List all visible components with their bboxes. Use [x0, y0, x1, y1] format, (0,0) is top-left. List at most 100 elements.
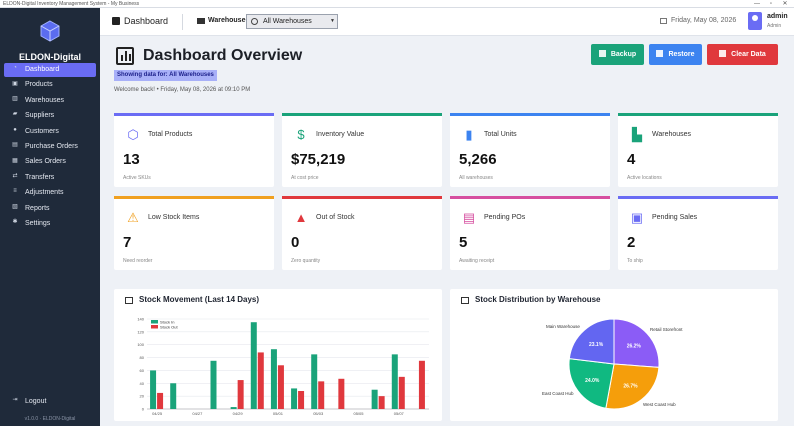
stock-out-bar: [298, 391, 305, 409]
maximize-button[interactable]: ▫: [769, 1, 773, 7]
sidebar-item-adjustments[interactable]: ≡ Adjustments: [4, 186, 96, 200]
card-value: 2: [627, 234, 636, 251]
sidebar-item-warehouses[interactable]: ▥ Warehouses: [4, 94, 96, 108]
stock-out-bar: [418, 360, 425, 409]
stock-in-bar: [291, 388, 298, 409]
warehouse-icon: ▥: [12, 95, 18, 102]
window-titlebar: ELDON-Digital Inventory Management Syste…: [0, 0, 794, 8]
card-accent-bar: [282, 196, 442, 199]
stock-in-bar: [270, 349, 277, 409]
warehouse-select[interactable]: All Warehouses ▼: [246, 14, 338, 29]
card-label: Pending POs: [484, 214, 526, 221]
card-subtitle: Need reorder: [123, 258, 153, 264]
card-subtitle: Active locations: [627, 175, 662, 181]
close-button[interactable]: ✕: [782, 1, 788, 7]
stock-in-bar: [391, 354, 398, 409]
card-value: $75,219: [291, 151, 346, 168]
stat-card-total-units: ▮ Total Units 5,266 All warehouses: [450, 113, 610, 187]
bar-chart-icon: ▮: [465, 127, 473, 142]
top-header: Dashboard Warehouse: All Warehouses ▼ Fr…: [100, 8, 794, 36]
card-value: 0: [291, 234, 300, 251]
stat-card-inventory-value: $ Inventory Value $75,219 At cost price: [282, 113, 442, 187]
page-title: Dashboard Overview: [143, 47, 303, 64]
sidebar-item-transfers[interactable]: ⇄ Transfers: [4, 171, 96, 185]
minimize-button[interactable]: —: [754, 1, 760, 7]
backup-button[interactable]: Backup: [591, 44, 644, 65]
sidebar-item-purchase-orders[interactable]: ▤ Purchase Orders: [4, 140, 96, 154]
clear-data-label: Clear Data: [731, 51, 766, 58]
x-tick-label: 04/27: [192, 411, 203, 416]
pie-slice: [568, 318, 615, 365]
package-icon: ▣: [630, 210, 644, 225]
gear-icon: ✱: [12, 219, 18, 226]
chart-icon: [125, 297, 133, 304]
card-label: Total Units: [484, 131, 517, 138]
card-subtitle: Awaiting receipt: [459, 258, 495, 264]
transfer-icon: ⇄: [12, 172, 18, 179]
sidebar-item-products[interactable]: ▣ Products: [4, 78, 96, 92]
x-tick-label: 05/05: [353, 411, 364, 416]
card-subtitle: To ship: [627, 258, 643, 264]
logout-icon: ⇥: [12, 397, 18, 404]
sidebar-item-settings[interactable]: ✱ Settings: [4, 217, 96, 231]
y-tick-label: 20: [140, 394, 145, 399]
pie-slice: [605, 363, 660, 410]
header-date: Friday, May 08, 2026: [671, 17, 737, 24]
pie-percent-label: 24.0%: [585, 378, 600, 384]
restore-button[interactable]: Restore: [649, 44, 702, 65]
stat-card-pending-sales: ▣ Pending Sales 2 To ship: [618, 196, 778, 270]
y-tick-label: 120: [137, 329, 144, 334]
card-accent-bar: [282, 113, 442, 116]
card-label: Low Stock Items: [148, 214, 200, 221]
avatar[interactable]: [748, 12, 762, 30]
sidebar: ELDON-Digital ◔ Dashboard ▣ Products ▥ Wareho…: [0, 8, 100, 426]
warehouse-select-value: All Warehouses: [263, 18, 312, 25]
y-tick-label: 100: [137, 342, 144, 347]
header-divider: [182, 14, 183, 30]
sidebar-item-suppliers[interactable]: ▰ Suppliers: [4, 109, 96, 123]
warning-icon: ⚠: [127, 210, 139, 225]
chevron-down-icon: ▼: [330, 18, 335, 24]
sliders-icon: ≡: [13, 188, 17, 195]
stock-out-bar: [378, 396, 385, 409]
warehouse-label: Warehouse:: [208, 17, 248, 24]
sidebar-item-label: Warehouses: [25, 96, 65, 104]
pie-percent-label: 26.7%: [623, 383, 638, 389]
stock-distribution-chart: 26.2% Retail Storefront 26.7% West Coast Hu…: [542, 318, 683, 410]
clear-data-button[interactable]: Clear Data: [707, 44, 778, 65]
sidebar-item-label: Customers: [25, 127, 59, 135]
sidebar-item-label: Dashboard: [25, 66, 60, 73]
x-tick-label: 05/01: [273, 411, 284, 416]
stock-in-bar: [210, 360, 217, 409]
sidebar-item-sales-orders[interactable]: ▦ Sales Orders: [4, 155, 96, 169]
sidebar-item-label: Reports: [25, 204, 50, 212]
sidebar-item-label: Settings: [25, 220, 51, 227]
sidebar-item-dashboard[interactable]: ◔ Dashboard: [4, 63, 96, 77]
pie-slice: [613, 318, 660, 368]
stock-distribution-panel: Stock Distribution by Warehouse 26.2% Ret…: [450, 289, 778, 421]
x-tick-label: 05/03: [313, 411, 324, 416]
stock-movement-title: Stock Movement (Last 14 Days): [139, 295, 260, 304]
sidebar-item-label: Adjustments: [25, 189, 64, 197]
pie-category-label: West Coast Hub: [643, 402, 676, 407]
card-value: 5: [459, 234, 468, 251]
restore-icon: [656, 49, 664, 57]
cube-logo-icon: [40, 20, 60, 42]
stock-out-bar: [318, 381, 325, 409]
card-value: 4: [627, 151, 636, 168]
user-role: Admin: [767, 23, 782, 29]
speedometer-icon: ◔: [13, 65, 17, 72]
sidebar-item-label: Products: [25, 81, 53, 89]
stat-card-warehouses: ▙ Warehouses 4 Active locations: [618, 113, 778, 187]
logout-button[interactable]: ⇥ Logout: [4, 395, 96, 409]
card-label: Inventory Value: [316, 131, 365, 138]
receipt-icon: ▦: [12, 157, 18, 164]
chart-icon: [116, 47, 134, 65]
sidebar-item-customers[interactable]: ● Customers: [4, 125, 96, 139]
pie-category-label: Retail Storefront: [650, 327, 683, 332]
sidebar-item-reports[interactable]: ▧ Reports: [4, 202, 96, 216]
stock-movement-chart: 0 20 40 60 80 100 120 140 04/25 04/27 04/29 05/01 05…: [137, 317, 429, 416]
card-accent-bar: [618, 113, 778, 116]
chart-icon: [461, 297, 469, 304]
pie-percent-label: 23.1%: [589, 342, 604, 348]
